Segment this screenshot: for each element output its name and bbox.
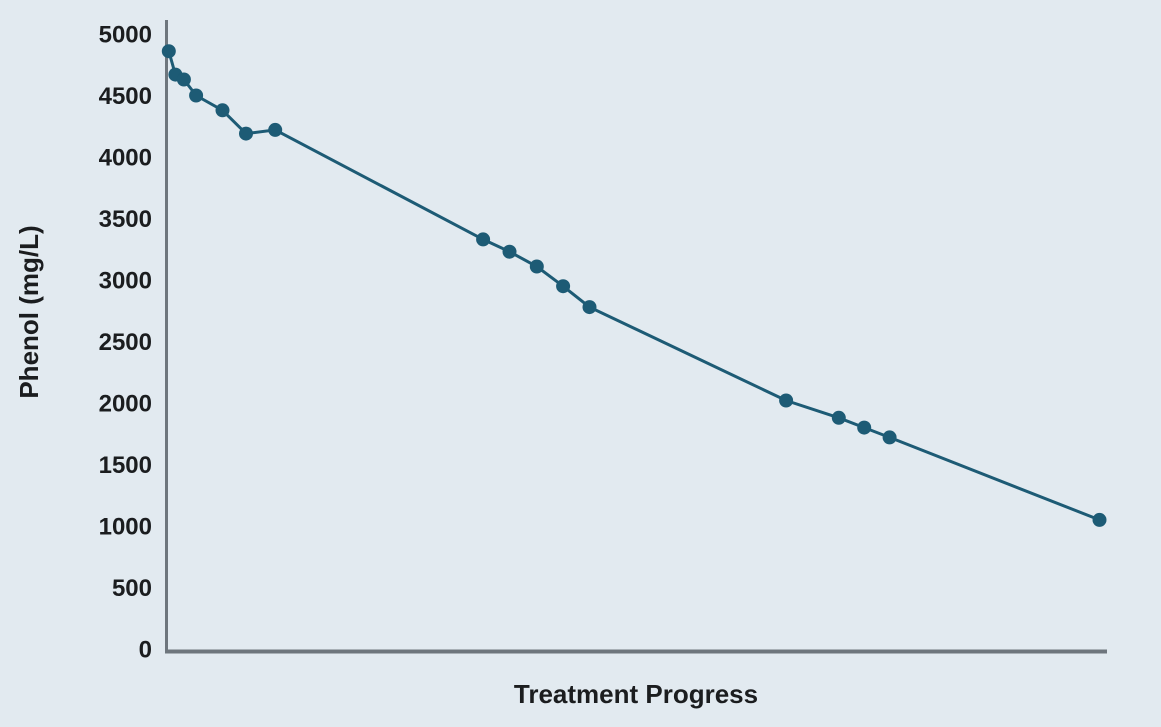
series-line bbox=[167, 50, 1101, 522]
y-tick-label: 0 bbox=[139, 637, 152, 664]
y-tick-label: 2000 bbox=[99, 391, 152, 418]
data-point-marker bbox=[831, 410, 846, 425]
y-tick-label: 1000 bbox=[99, 514, 152, 541]
data-point-marker bbox=[268, 122, 283, 137]
data-point-marker bbox=[556, 279, 571, 294]
data-point-marker bbox=[189, 88, 204, 103]
data-point-marker bbox=[529, 259, 544, 274]
data-point-marker bbox=[161, 44, 176, 59]
y-tick-label: 4500 bbox=[99, 83, 152, 110]
data-point-marker bbox=[1092, 512, 1107, 527]
y-tick-label: 1500 bbox=[99, 452, 152, 479]
data-point-marker bbox=[882, 430, 897, 445]
data-point-marker bbox=[239, 126, 253, 141]
data-point-marker bbox=[857, 420, 872, 435]
y-tick-label: 2500 bbox=[99, 329, 152, 356]
data-point-marker bbox=[476, 232, 491, 247]
data-series bbox=[161, 44, 1107, 527]
data-point-marker bbox=[215, 103, 230, 118]
y-tick-label: 500 bbox=[112, 575, 152, 602]
data-point-marker bbox=[779, 393, 794, 408]
y-tick-label: 5000 bbox=[99, 22, 152, 49]
x-axis-title: Treatment Progress bbox=[514, 679, 758, 709]
y-tick-label: 3000 bbox=[99, 268, 152, 295]
data-point-marker bbox=[176, 72, 191, 87]
y-tick-label: 3500 bbox=[99, 206, 152, 233]
y-tick-label: 4000 bbox=[99, 145, 152, 172]
data-point-marker bbox=[502, 244, 517, 259]
data-point-marker bbox=[582, 300, 597, 315]
y-axis-title: Phenol (mg/L) bbox=[14, 225, 44, 398]
